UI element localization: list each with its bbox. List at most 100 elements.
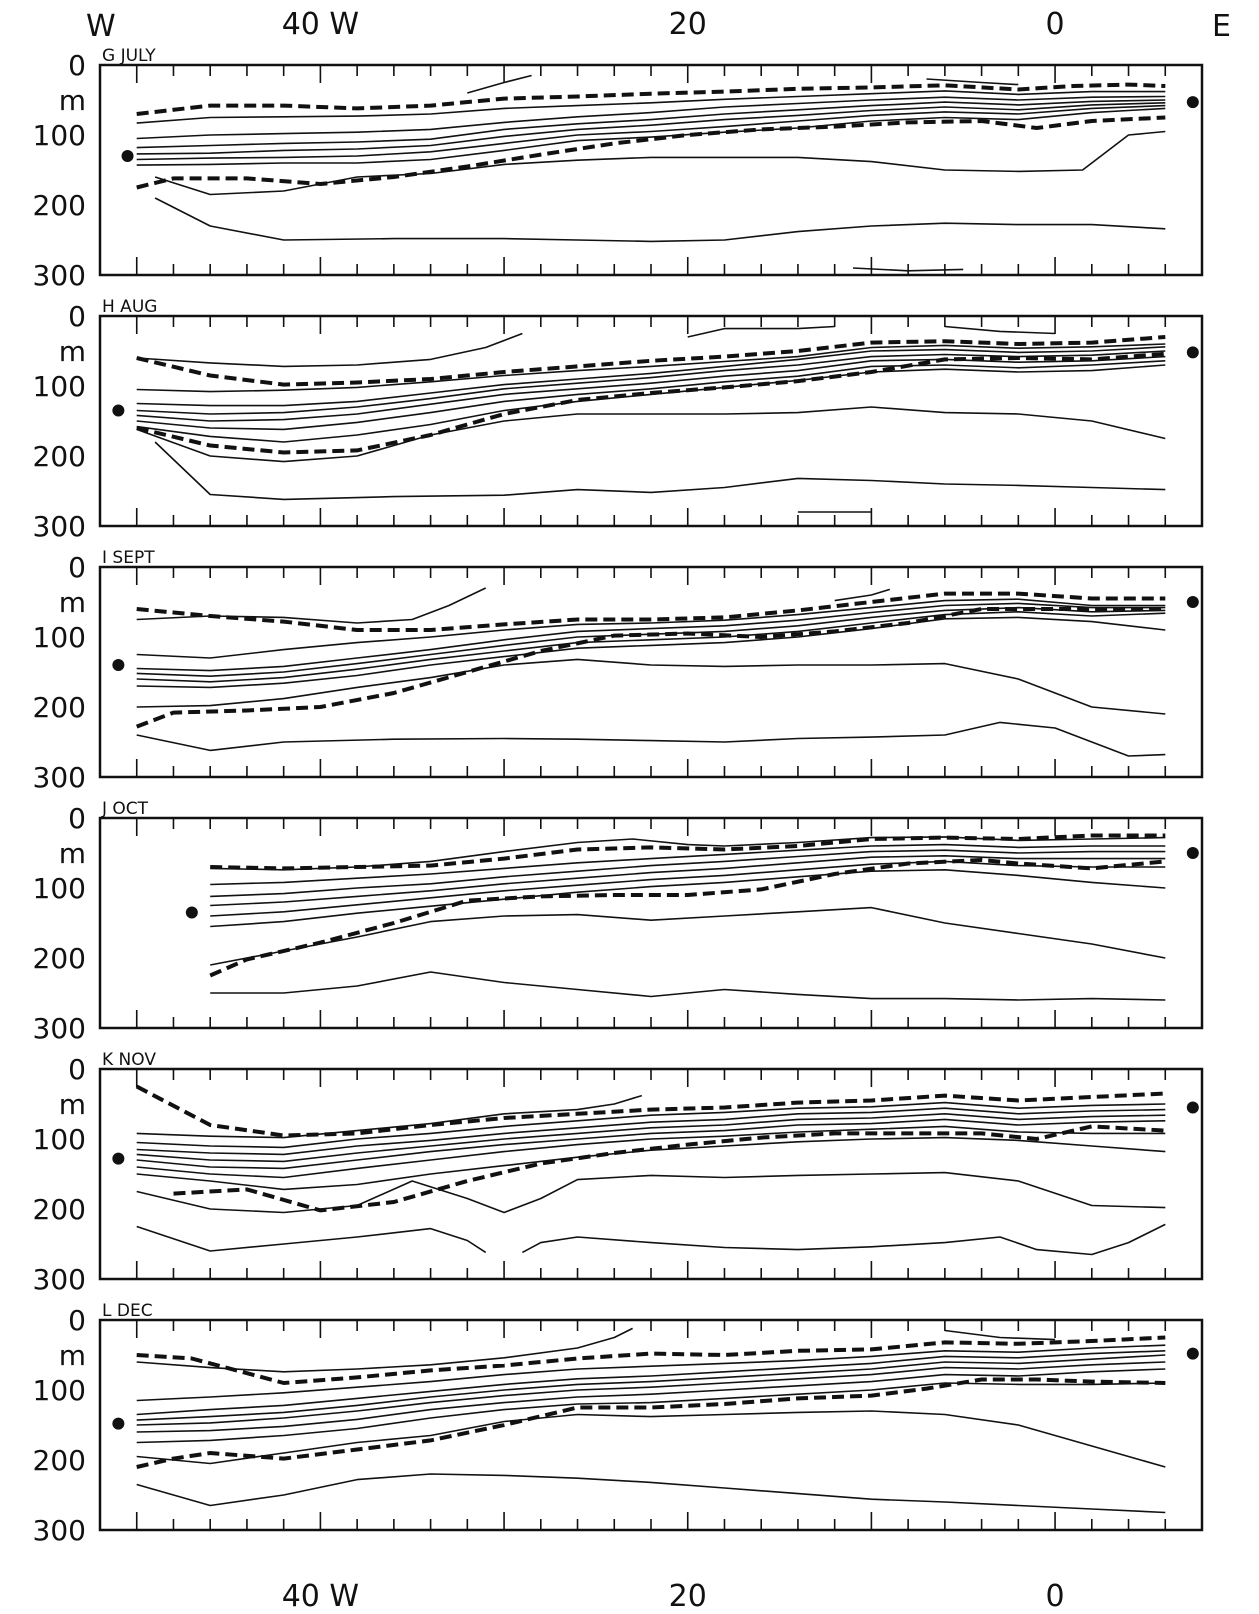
bottom-longitude-labels: 40 W 20 0 <box>282 1579 1065 1614</box>
isotherm-line <box>210 869 1166 928</box>
depth-tick-label: 200 <box>33 440 86 473</box>
panel-frame <box>98 565 1204 779</box>
isotherm-line <box>136 1113 1166 1163</box>
panel-label: G JULY <box>102 46 156 66</box>
west-label: W <box>86 9 116 44</box>
depth-unit-label: m <box>59 1339 86 1372</box>
isotherm-line <box>136 104 1166 161</box>
dashed-boundary-line <box>136 1377 1166 1469</box>
isotherm-line <box>926 78 1019 86</box>
isotherm-line <box>136 346 1166 407</box>
panel-label: I SEPT <box>102 548 155 568</box>
isotherm-line <box>136 587 487 624</box>
depth-tick-label: 100 <box>33 1123 86 1156</box>
data-point <box>1186 596 1199 608</box>
isotherm-line <box>136 90 1166 124</box>
top-tick-label: 0 <box>1046 7 1065 42</box>
depth-tick-label: 300 <box>33 1012 86 1045</box>
dashed-boundary-line <box>136 351 1166 455</box>
isotherm-line <box>944 1329 1056 1341</box>
isotherm-line <box>210 849 1166 898</box>
data-point <box>185 906 198 919</box>
isotherm-line <box>136 602 1166 672</box>
isotherm-line <box>136 1410 1166 1468</box>
isotherm-line <box>852 267 964 272</box>
depth-tick-label: 200 <box>33 189 86 222</box>
isotherm-line <box>136 1361 1166 1426</box>
isotherm-line <box>136 350 1166 415</box>
monthly-panels: G JULY 0 100 200 300 m H AUG 0 100 200 300 m I SEPT 0… <box>33 46 1204 1547</box>
isotherm-line <box>136 1107 1166 1156</box>
top-tick-label: 20 <box>669 7 707 42</box>
data-point <box>1186 346 1199 359</box>
bottom-tick-label: 0 <box>1046 1579 1065 1614</box>
isotherm-line <box>136 1344 1166 1402</box>
depth-unit-label: m <box>59 335 86 368</box>
depth-tick-label: 0 <box>68 551 86 584</box>
isotherm-line <box>136 360 1166 431</box>
depth-tick-label: 200 <box>33 1193 86 1226</box>
dashed-boundary-line <box>136 591 1166 632</box>
depth-tick-label: 0 <box>68 802 86 835</box>
isotherm-line <box>136 1225 487 1254</box>
depth-tick-label: 100 <box>33 1374 86 1407</box>
data-point <box>1186 1101 1199 1114</box>
data-point <box>1186 847 1199 859</box>
panel-label: K NOV <box>102 1050 156 1070</box>
depth-tick-label: 200 <box>33 691 86 724</box>
isotherm-line <box>136 364 1166 443</box>
data-point <box>1186 1347 1199 1360</box>
panel-label: L DEC <box>102 1301 153 1321</box>
panel: I SEPT 0 100 200 300 m <box>33 548 1204 794</box>
depth-tick-label: 100 <box>33 370 86 403</box>
data-point <box>112 1152 125 1165</box>
isotherm-line <box>136 99 1166 149</box>
depth-unit-label: m <box>59 837 86 870</box>
isotherm-line <box>136 1473 1166 1514</box>
depth-tick-label: 0 <box>68 300 86 333</box>
isotherm-line <box>136 616 1166 689</box>
isotherm-line <box>136 1382 1166 1444</box>
isotherm-line <box>136 658 1166 715</box>
dashed-boundary-line <box>136 82 1166 116</box>
isotherm-line <box>136 1125 1166 1179</box>
dashed-boundary-line <box>136 115 1166 190</box>
dashed-boundary-line <box>173 1124 1166 1213</box>
isotherm-line <box>210 843 1166 886</box>
isotherm-line <box>834 588 891 602</box>
depth-tick-label: 0 <box>68 1304 86 1337</box>
dashed-boundary-line <box>209 858 1166 978</box>
panel: K NOV 0 100 200 300 m <box>33 1050 1204 1296</box>
depth-tick-label: 200 <box>33 1444 86 1477</box>
dashed-boundary-line <box>210 833 1166 871</box>
data-point <box>1186 96 1199 109</box>
isotherm-line <box>467 74 532 94</box>
isotherm-line <box>136 102 1166 155</box>
isotherm-line <box>136 611 1166 683</box>
panel-label: J OCT <box>101 799 149 819</box>
east-label: E <box>1212 9 1231 44</box>
dashed-boundary-line <box>135 607 1166 729</box>
depth-tick-label: 300 <box>33 510 86 543</box>
dashed-boundary-line <box>135 1084 1166 1138</box>
isotherm-line <box>136 1354 1166 1421</box>
isotherm-line <box>522 1223 1166 1256</box>
depth-unit-label: m <box>59 84 86 117</box>
isotherm-line <box>136 598 1166 659</box>
depth-tick-label: 300 <box>33 1514 86 1547</box>
isotherm-line <box>136 1136 1166 1191</box>
top-axis-labels: W E <box>86 9 1231 44</box>
isotherm-line <box>136 332 523 368</box>
panel-frame <box>98 63 1204 277</box>
isotherm-line <box>136 1350 1166 1416</box>
depth-tick-label: 0 <box>68 49 86 82</box>
depth-tick-label: 100 <box>33 872 86 905</box>
top-tick-label: 40 W <box>282 7 359 42</box>
depth-tick-label: 300 <box>33 259 86 292</box>
isotherm-line <box>210 906 1166 966</box>
isotherm-line <box>136 1368 1166 1433</box>
depth-unit-label: m <box>59 1088 86 1121</box>
panel: H AUG 0 100 200 300 m <box>33 297 1204 543</box>
panel: G JULY 0 100 200 300 m <box>33 46 1204 292</box>
